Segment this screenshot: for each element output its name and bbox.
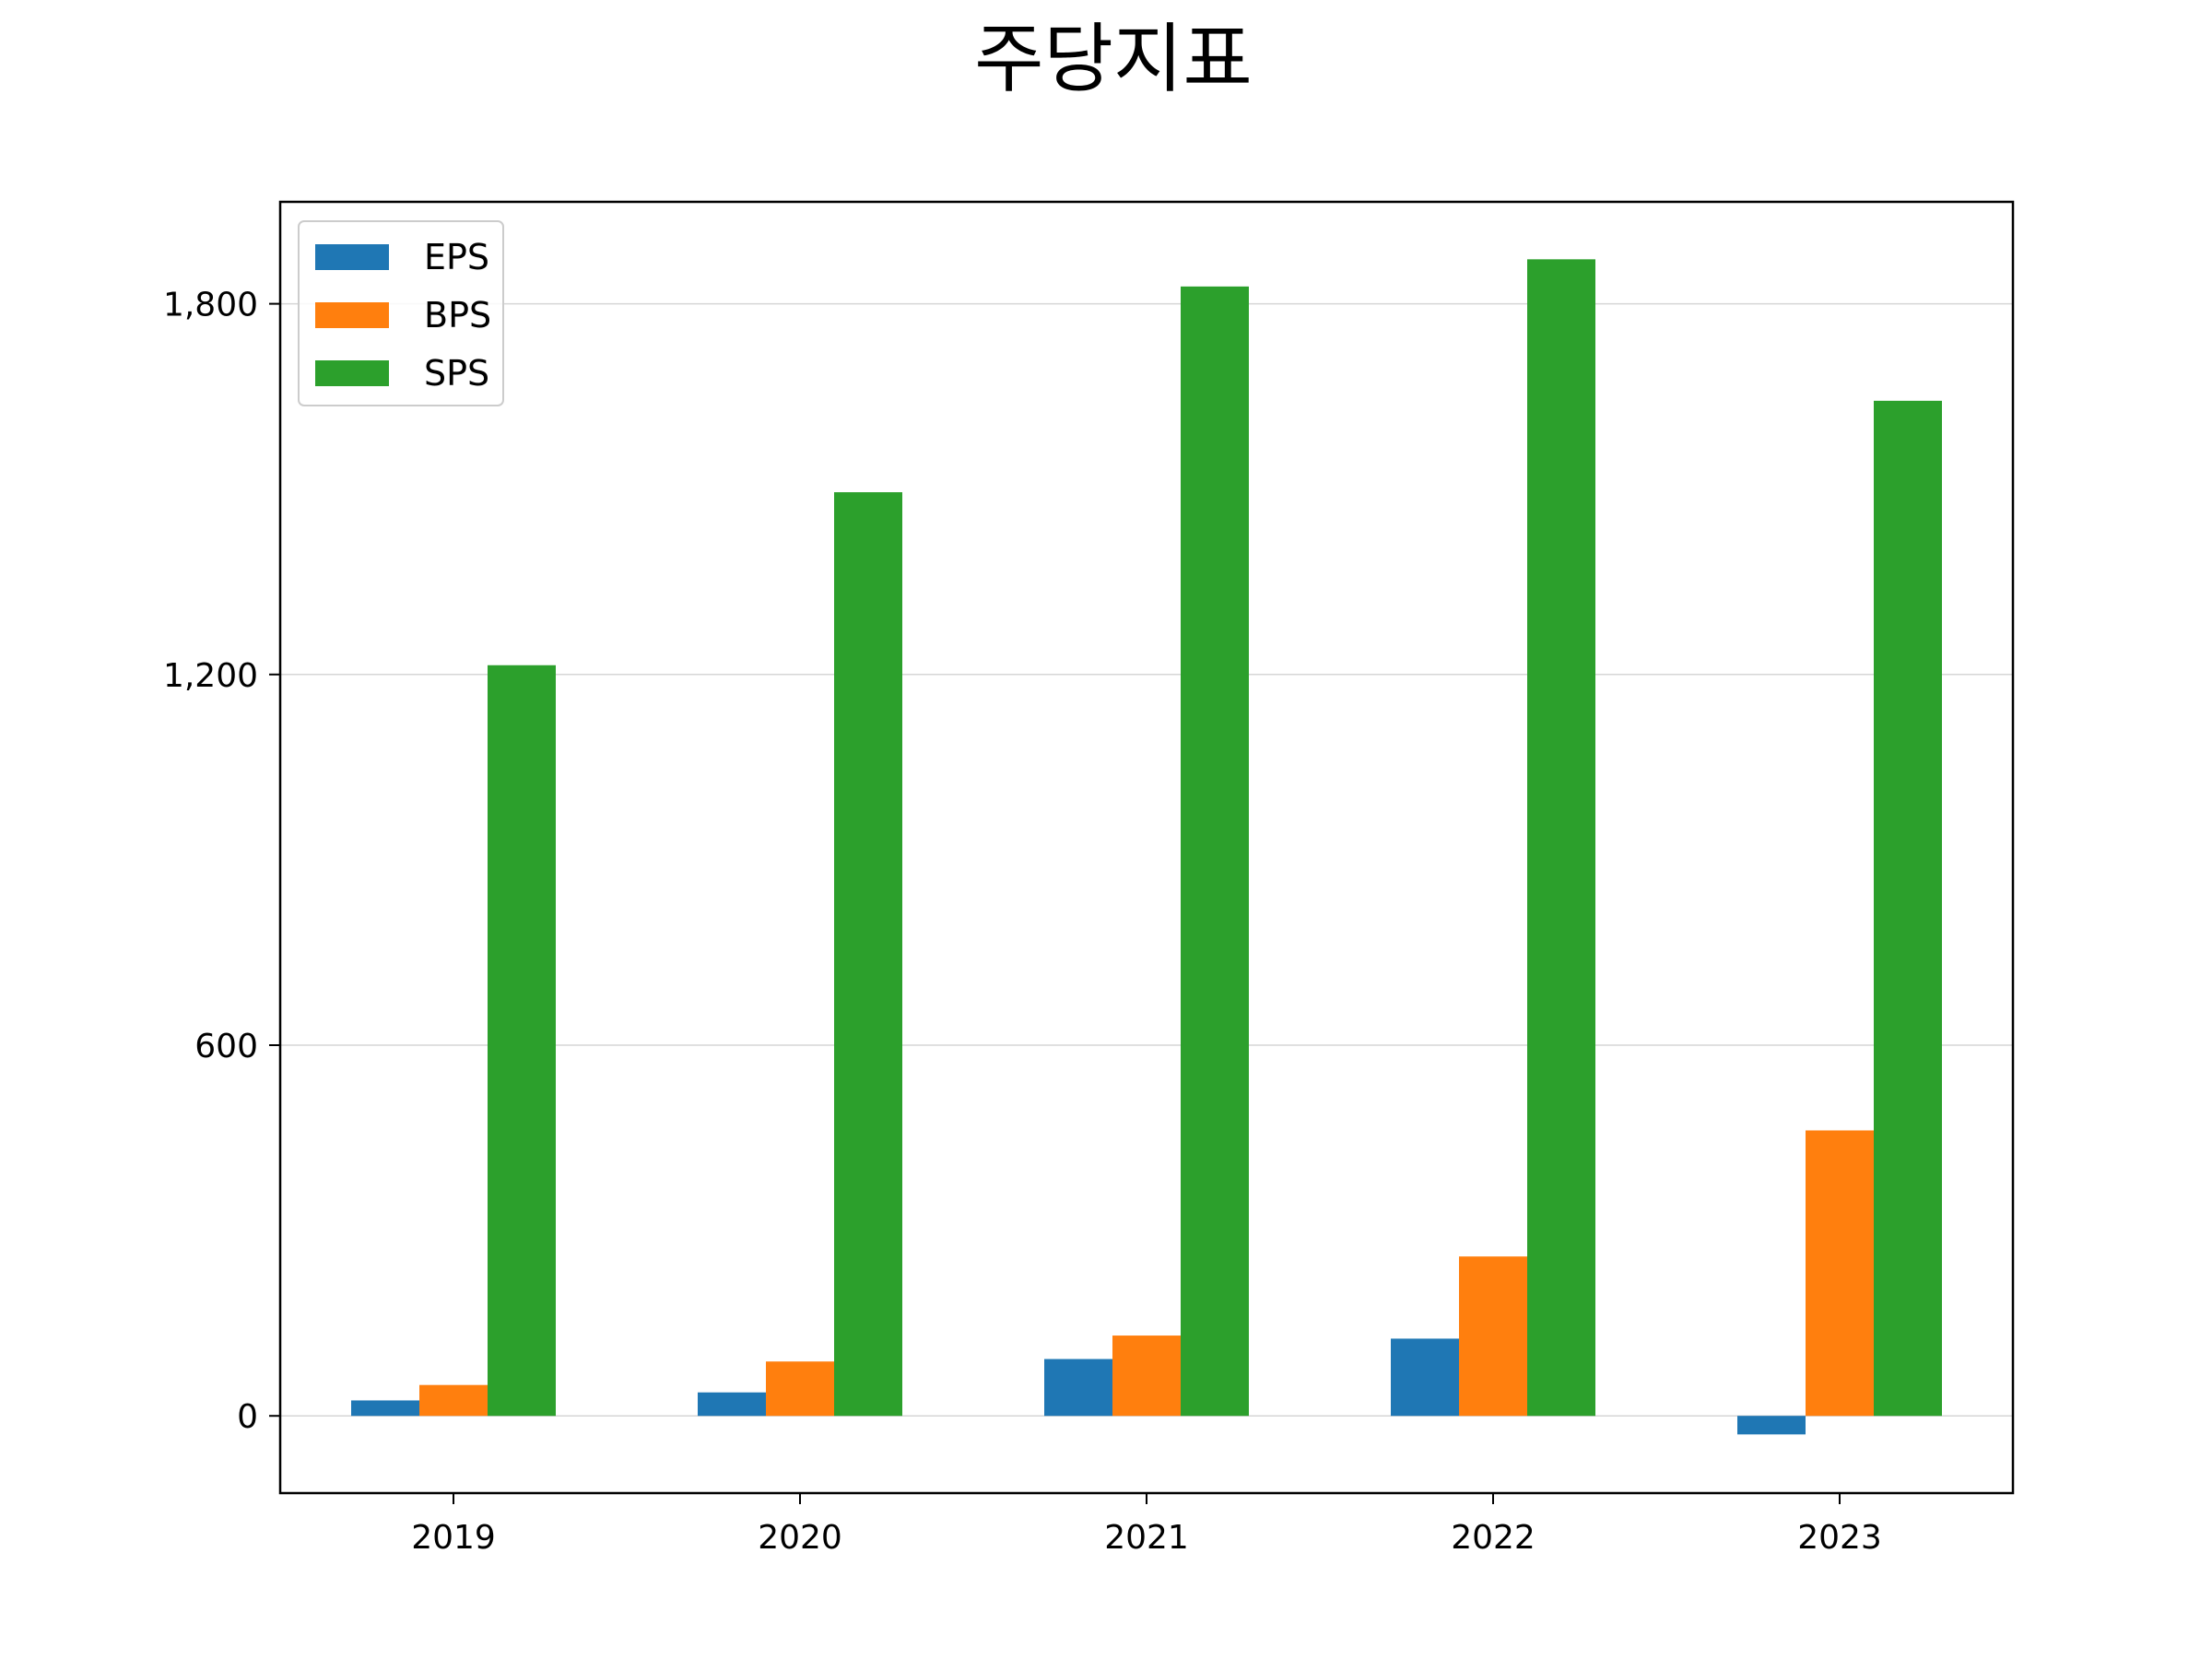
bar-sps-2020 — [834, 492, 902, 1417]
legend-label-eps: EPS — [424, 237, 489, 277]
legend-swatch-sps — [315, 360, 389, 386]
bar-bps-2019 — [419, 1384, 488, 1417]
x-tick-label: 2021 — [1104, 1519, 1189, 1557]
x-axis: 2019 2020 2021 2022 2023 — [411, 1493, 1882, 1557]
bar-eps-2023 — [1737, 1416, 1806, 1435]
y-tick-label: 0 — [237, 1398, 258, 1436]
bar-sps-2021 — [1181, 286, 1249, 1417]
bar-eps-2019 — [351, 1400, 419, 1417]
y-tick-label: 1,800 — [163, 287, 258, 324]
x-tick-label: 2023 — [1797, 1519, 1882, 1557]
bar-bps-2021 — [1112, 1335, 1181, 1417]
bar-eps-2022 — [1391, 1338, 1459, 1417]
bar-bps-2022 — [1459, 1256, 1527, 1417]
x-tick-label: 2022 — [1451, 1519, 1535, 1557]
bar-eps-2021 — [1044, 1359, 1112, 1417]
bar-sps-2022 — [1527, 259, 1595, 1417]
bars — [351, 259, 1942, 1435]
y-tick-label: 1,200 — [163, 657, 258, 695]
bar-eps-2020 — [698, 1392, 766, 1417]
bar-sps-2023 — [1874, 400, 1942, 1417]
y-tick-label: 600 — [194, 1028, 258, 1065]
y-axis: 0 600 1,200 1,800 — [163, 287, 280, 1436]
legend: EPS BPS SPS — [298, 220, 504, 406]
bar-bps-2023 — [1806, 1130, 1874, 1417]
x-tick-label: 2019 — [411, 1519, 496, 1557]
legend-swatch-bps — [315, 302, 389, 328]
legend-label-sps: SPS — [424, 353, 489, 394]
legend-swatch-eps — [315, 244, 389, 270]
bar-sps-2019 — [488, 665, 556, 1417]
legend-label-bps: BPS — [424, 295, 491, 335]
x-tick-label: 2020 — [758, 1519, 842, 1557]
bar-bps-2020 — [766, 1361, 834, 1417]
chart-title: 주당지표 — [974, 16, 1253, 103]
